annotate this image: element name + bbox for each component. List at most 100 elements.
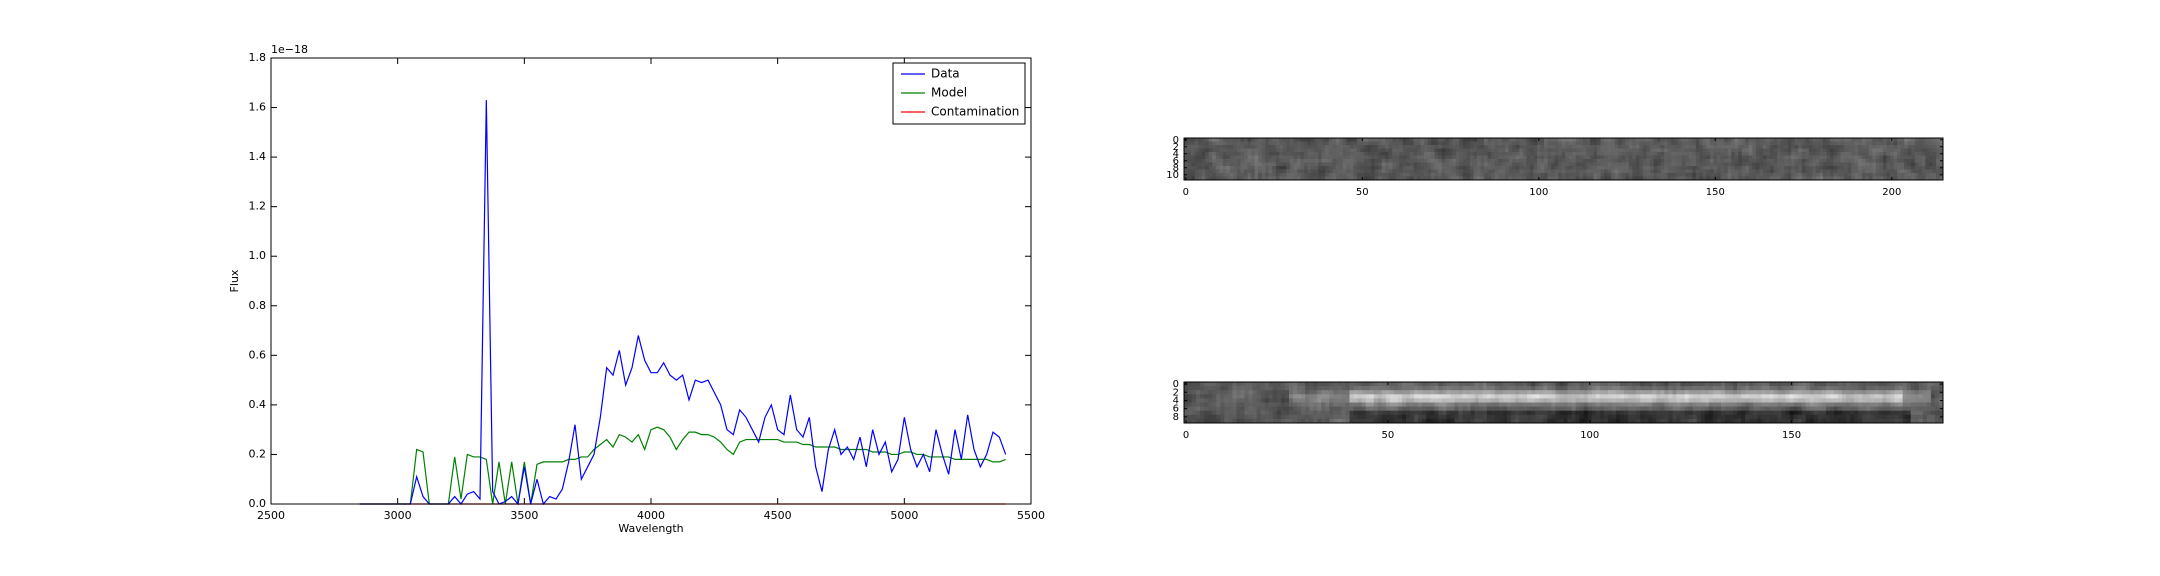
pixel [1708, 398, 1714, 403]
pixel [1854, 145, 1859, 149]
pixel [1928, 155, 1933, 160]
pixel [1201, 162, 1206, 167]
pixel [1248, 410, 1254, 416]
pixel [1812, 145, 1817, 149]
pixel [1388, 162, 1393, 167]
pixel [1431, 141, 1436, 146]
pixel [1342, 141, 1347, 146]
pixel [1938, 410, 1944, 416]
pixel [1733, 402, 1738, 407]
pixel [1369, 390, 1375, 395]
pixel [1934, 398, 1940, 403]
pixel [1872, 166, 1877, 170]
pixel [1765, 390, 1770, 395]
pixel [1733, 390, 1738, 395]
pixel [1829, 402, 1835, 407]
pixel [1498, 159, 1503, 163]
pixel [1539, 398, 1544, 403]
pixel [1752, 173, 1757, 177]
pixel [1229, 173, 1234, 177]
pixel [1928, 152, 1933, 156]
pixel [1219, 138, 1224, 142]
pixel [1373, 398, 1379, 403]
pixel [1486, 414, 1492, 420]
pixel [1680, 386, 1686, 391]
pixel [1644, 382, 1649, 387]
pixel [1748, 169, 1753, 174]
pixel [1579, 386, 1585, 391]
pixel [1537, 173, 1541, 177]
pixel [1535, 402, 1540, 407]
pixel [1491, 162, 1496, 167]
pixel [1797, 402, 1803, 407]
pixel [1897, 155, 1902, 160]
pixel [1258, 152, 1263, 156]
pixel [1328, 162, 1333, 167]
pixel [1328, 148, 1333, 153]
pixel [1438, 406, 1443, 412]
pixel [1589, 162, 1594, 167]
pixel [1894, 406, 1899, 412]
pixel [1318, 162, 1323, 167]
pixel [1527, 418, 1532, 424]
pixel [1821, 394, 1827, 399]
pixel [1787, 141, 1792, 146]
pixel [1477, 162, 1481, 167]
pixel [1244, 152, 1248, 156]
pixel [1502, 410, 1508, 416]
pixel [1935, 166, 1940, 170]
pixel [1851, 155, 1856, 160]
pixel [1296, 162, 1301, 167]
pixel [1527, 390, 1532, 395]
pixel [1922, 382, 1928, 387]
pixel [1872, 173, 1877, 177]
pixel [1280, 394, 1286, 399]
pixel [1511, 382, 1516, 387]
pixel [1200, 418, 1205, 424]
pixel [1668, 398, 1673, 403]
pixel [1399, 176, 1404, 181]
pixel [1745, 390, 1750, 395]
pixel [1272, 166, 1277, 170]
pixel [1539, 410, 1544, 416]
pixel [1660, 406, 1665, 412]
pixel [1748, 173, 1753, 177]
pixel [1458, 402, 1463, 407]
pixel [1611, 166, 1616, 170]
pixel [1321, 402, 1326, 407]
pixel [1898, 414, 1904, 420]
pixel [1794, 148, 1799, 153]
pixel [1226, 169, 1231, 174]
pixel [1332, 138, 1337, 142]
pixel [1378, 162, 1383, 167]
pixel [1712, 418, 1718, 424]
pixel [1611, 414, 1617, 420]
pixel [1261, 169, 1266, 174]
pixel [1615, 414, 1621, 420]
pixel [1762, 152, 1767, 156]
pixel [1233, 159, 1238, 163]
pixel [1830, 162, 1834, 167]
pixel [1393, 394, 1399, 399]
pixel [1494, 406, 1500, 412]
pixel [1515, 410, 1520, 416]
pixel [1808, 166, 1813, 170]
pixel [1426, 418, 1431, 424]
pixel [1759, 141, 1764, 146]
pixel [1247, 152, 1252, 156]
pixel [1716, 390, 1722, 395]
pixel [1798, 173, 1803, 177]
pixel [1599, 406, 1605, 412]
pixel [1784, 169, 1789, 174]
pixel [1879, 138, 1884, 142]
pixel [1431, 166, 1436, 170]
pixel [1805, 159, 1810, 163]
pixel [1653, 148, 1658, 153]
pixel [1365, 406, 1371, 412]
pixel [1894, 410, 1899, 416]
pixel [1459, 152, 1464, 156]
pixel [1301, 398, 1306, 403]
pixel [1808, 152, 1813, 156]
pixel [1498, 414, 1504, 420]
pixel [1385, 145, 1390, 149]
